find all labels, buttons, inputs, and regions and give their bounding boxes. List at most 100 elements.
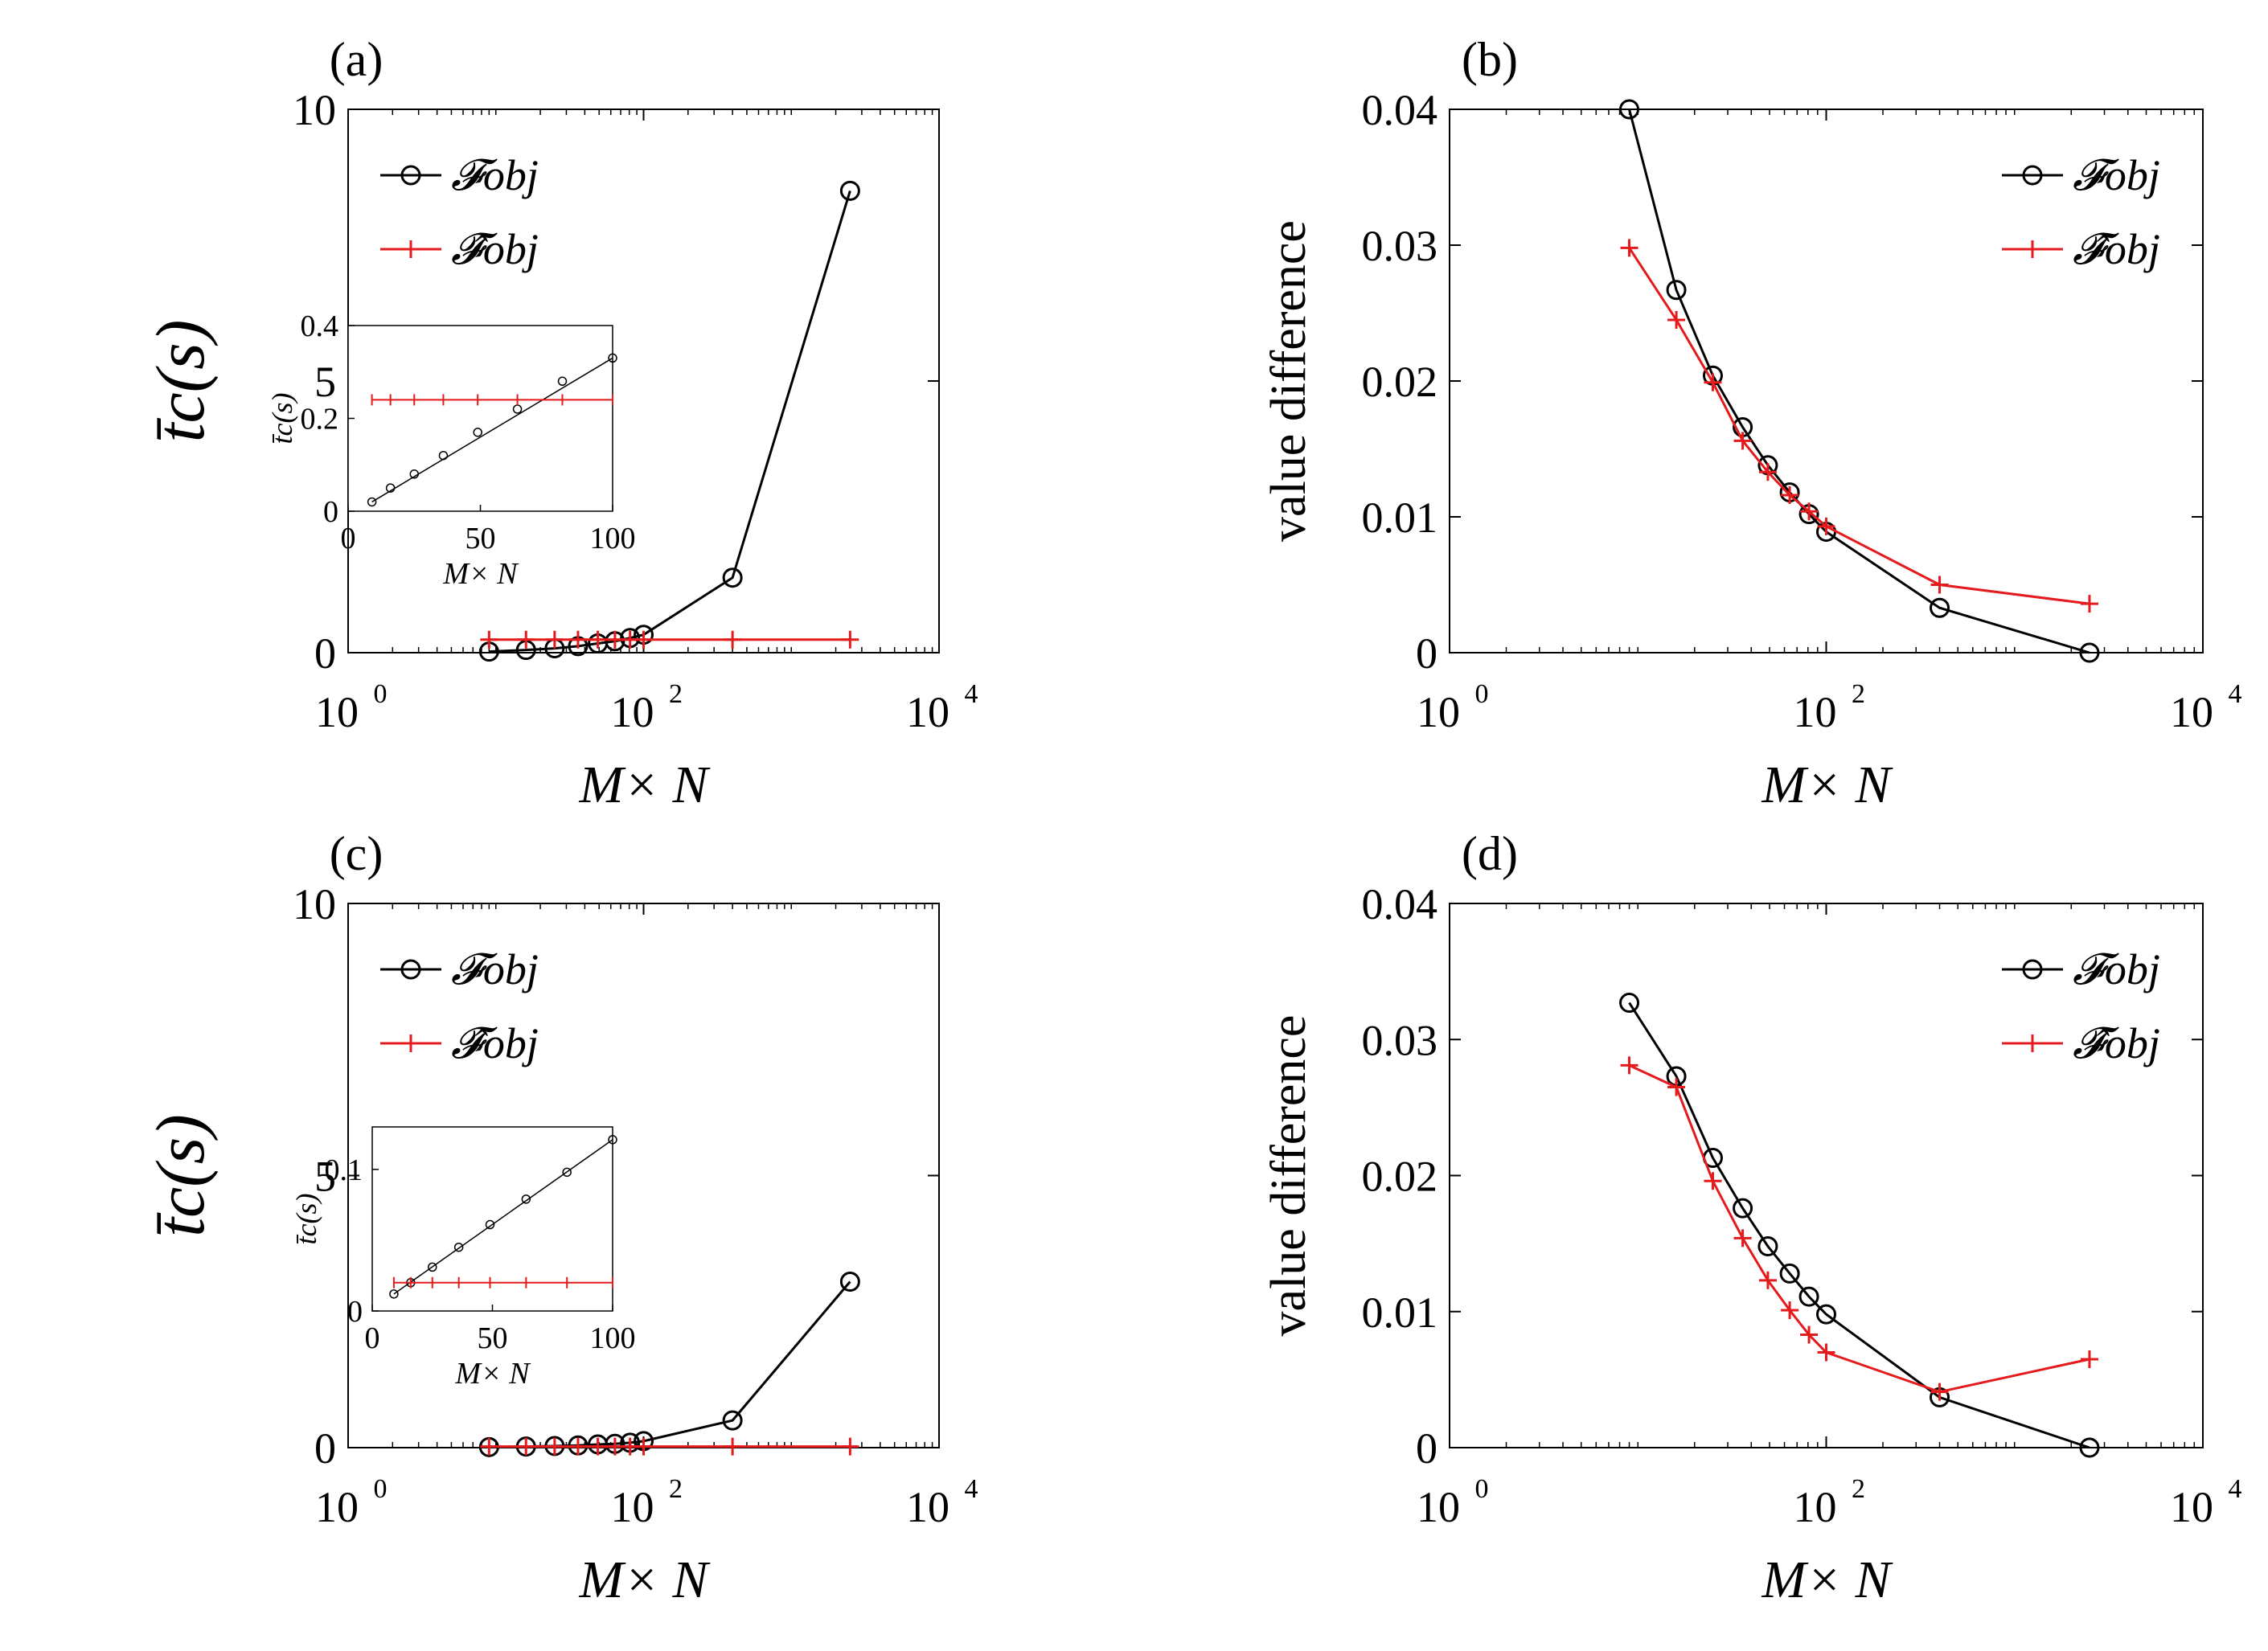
data-point — [1666, 280, 1687, 301]
data-point — [480, 630, 498, 649]
data-point — [589, 630, 607, 649]
x-tick-exponent: 4 — [2229, 679, 2242, 709]
x-tick-label: 10 — [1417, 1483, 1460, 1531]
y-tick-label: 0 — [314, 1424, 336, 1473]
x-tick-exponent: 0 — [374, 1474, 388, 1504]
x-tick-exponent: 0 — [1475, 1474, 1489, 1504]
y-axis-title: value difference — [1261, 220, 1316, 542]
x-tick-label: 10 — [611, 1483, 654, 1531]
x-tick-label: 10 — [611, 688, 654, 736]
data-point — [1781, 485, 1799, 504]
data-point — [2080, 595, 2098, 613]
inset-x-axis-title: M× N — [454, 1357, 531, 1391]
legend-entry: 𝓕̂obj — [2073, 1019, 2160, 1067]
panel-label: (b) — [1462, 33, 1518, 86]
inset-data-point — [385, 483, 396, 493]
y-tick-label: 10 — [293, 86, 336, 134]
legend-entry: 𝓕obj — [451, 945, 539, 993]
inset-data-point — [562, 1167, 572, 1178]
data-point — [545, 1437, 564, 1456]
x-tick-exponent: 2 — [1852, 679, 1865, 709]
x-tick-label: 10 — [315, 1483, 359, 1531]
y-tick-label: 0.02 — [1362, 358, 1438, 406]
data-point — [517, 1437, 535, 1456]
data-point — [568, 630, 587, 649]
data-point — [839, 180, 860, 201]
x-axis-title: M× N — [578, 756, 711, 814]
x-tick-label: 10 — [906, 688, 949, 736]
data-point — [1816, 1304, 1836, 1325]
inset-series-line — [393, 1139, 613, 1295]
x-tick-label: 10 — [1794, 1483, 1837, 1531]
legend-entry: 𝓕̂obj — [451, 225, 539, 273]
inset-data-point — [521, 1194, 531, 1204]
legend-entry: 𝓕obj — [2073, 945, 2160, 993]
x-tick-exponent: 0 — [1475, 679, 1489, 709]
data-point — [839, 1272, 860, 1293]
x-tick-exponent: 2 — [1852, 1474, 1865, 1504]
y-tick-label: 0 — [314, 629, 336, 678]
y-tick-label: 0.03 — [1362, 222, 1438, 270]
inset-x-tick-label: 50 — [465, 522, 496, 555]
inset-data-point — [608, 353, 617, 363]
y-tick-label: 0.03 — [1362, 1016, 1438, 1064]
inset-data-point — [438, 450, 449, 461]
x-tick-label: 10 — [315, 688, 359, 736]
inset-data-point — [485, 1219, 495, 1230]
y-tick-label: 0.02 — [1362, 1153, 1438, 1201]
inset-x-axis-title: M× N — [442, 557, 519, 591]
panel-b: 10 0 10 2 10 4 0 0.01 0.02 0.03 0.04 (b) M× N value d… — [1261, 33, 2242, 814]
inset-y-tick-label: 0 — [323, 495, 338, 529]
y-tick-label: 5 — [314, 1153, 336, 1201]
data-point — [1733, 432, 1752, 450]
data-point — [1930, 1383, 1949, 1401]
data-point — [634, 630, 653, 649]
data-point — [1667, 1078, 1686, 1096]
inset-y-axis-title: t̄c(s) — [266, 393, 298, 444]
y-axis-title: t̄c(s) — [141, 320, 219, 443]
x-axis-title: M× N — [1761, 756, 1893, 814]
inset-y-tick-label: 0.4 — [301, 309, 339, 343]
x-tick-exponent: 2 — [669, 1474, 683, 1504]
y-tick-label: 0.01 — [1362, 1288, 1438, 1337]
y-axis-title: t̄c(s) — [141, 1114, 219, 1237]
data-point — [841, 630, 859, 649]
inset-data-point — [608, 1135, 617, 1145]
data-point — [1619, 993, 1640, 1014]
inset-data-point — [473, 428, 482, 437]
x-tick-exponent: 4 — [965, 1474, 978, 1504]
series-line-0 — [1628, 109, 2090, 654]
legend-marker — [400, 959, 421, 980]
x-tick-label: 10 — [2170, 1483, 2213, 1531]
inset-x-tick-label: 0 — [341, 522, 356, 555]
data-point — [1667, 310, 1686, 329]
y-axis-title: value difference — [1261, 1015, 1316, 1337]
data-point — [1619, 99, 1640, 120]
panel-label: (c) — [330, 827, 383, 880]
y-tick-label: 0.04 — [1362, 880, 1438, 928]
data-point — [1930, 576, 1949, 594]
inset-x-tick-label: 100 — [590, 1321, 636, 1355]
data-point — [1758, 1271, 1777, 1289]
data-point — [1817, 517, 1835, 535]
data-point — [724, 1437, 742, 1456]
panel-label: (a) — [330, 33, 383, 86]
data-point — [1817, 1343, 1835, 1362]
data-point — [2080, 1350, 2098, 1368]
data-point — [724, 630, 742, 649]
x-tick-exponent: 0 — [374, 679, 388, 709]
data-point — [1779, 1263, 1800, 1284]
x-tick-label: 10 — [906, 1483, 949, 1531]
x-axis-title: M× N — [1761, 1551, 1893, 1609]
data-point — [568, 1437, 587, 1456]
data-point — [1733, 1198, 1753, 1219]
inset-data-point — [557, 376, 568, 387]
y-tick-label: 0 — [1416, 1424, 1437, 1473]
data-point — [605, 630, 624, 649]
data-point — [1758, 463, 1777, 481]
legend-entry: 𝓕obj — [2073, 151, 2160, 199]
data-point — [634, 1437, 653, 1456]
